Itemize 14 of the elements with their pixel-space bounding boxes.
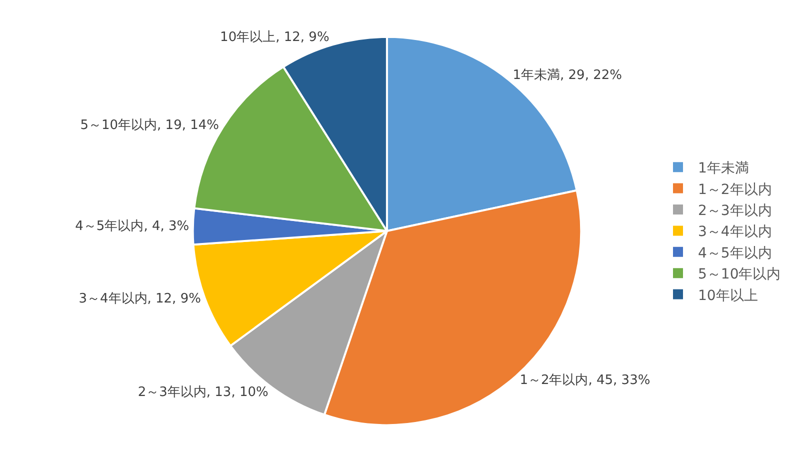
legend-label: 4～5年以内	[698, 245, 772, 262]
legend-label: 10年以上	[698, 288, 758, 304]
data-label: 1～2年以内, 45, 33%	[520, 372, 650, 388]
legend-label: 5～10年以内	[698, 266, 781, 283]
data-label: 3～4年以内, 12, 9%	[78, 291, 201, 306]
data-label: 10年以上, 12, 9%	[220, 30, 330, 46]
legend-label: 2～3年以内	[698, 202, 772, 219]
data-label: 1年未満, 29, 22%	[512, 68, 622, 84]
data-label: 2～3年以内, 13, 10%	[138, 384, 268, 400]
data-label: 4～5年以内, 4, 3%	[75, 218, 190, 234]
data-label: 5～10年以内, 19, 14%	[80, 118, 220, 133]
legend-label: 1年未満	[698, 160, 749, 177]
legend-label: 3～4年以内	[698, 224, 772, 240]
legend-label: 1～2年以内	[698, 182, 772, 198]
